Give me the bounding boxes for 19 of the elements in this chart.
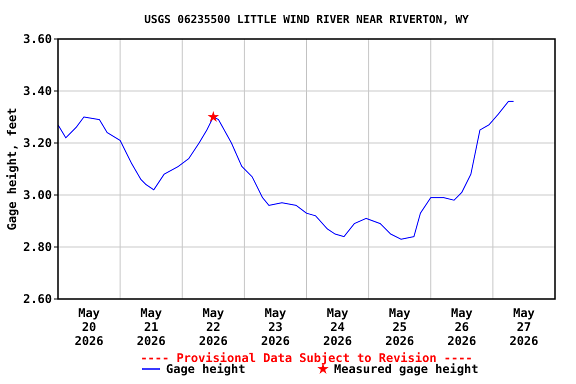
y-tick-label: 3.20 (23, 136, 52, 150)
y-tick-label: 3.40 (23, 84, 52, 98)
x-tick-label: May 25 2026 (385, 306, 414, 348)
y-tick-label: 3.00 (23, 188, 52, 202)
x-tick-label: May 22 2026 (198, 306, 228, 348)
x-tick-label: May 20 2026 (74, 306, 104, 348)
x-tick-label: May 23 2026 (260, 306, 290, 348)
y-tick-label: 2.80 (23, 240, 52, 254)
chart-title: USGS 06235500 LITTLE WIND RIVER NEAR RIVERTON, WY (144, 13, 470, 26)
x-tick-label: May 21 2026 (136, 306, 166, 348)
y-axis-title: Gage height, feet (5, 108, 19, 230)
x-tick-label: May 27 2026 (509, 306, 538, 348)
y-tick-label: 2.60 (23, 292, 52, 306)
y-tick-label: 3.60 (23, 32, 52, 46)
x-tick-label: May 24 2026 (323, 306, 352, 348)
line-series (58, 100, 514, 240)
x-tick-label: May 26 2026 (447, 306, 476, 348)
legend-label: Measured gage height (334, 362, 478, 376)
legend-label: Gage height (166, 362, 246, 376)
